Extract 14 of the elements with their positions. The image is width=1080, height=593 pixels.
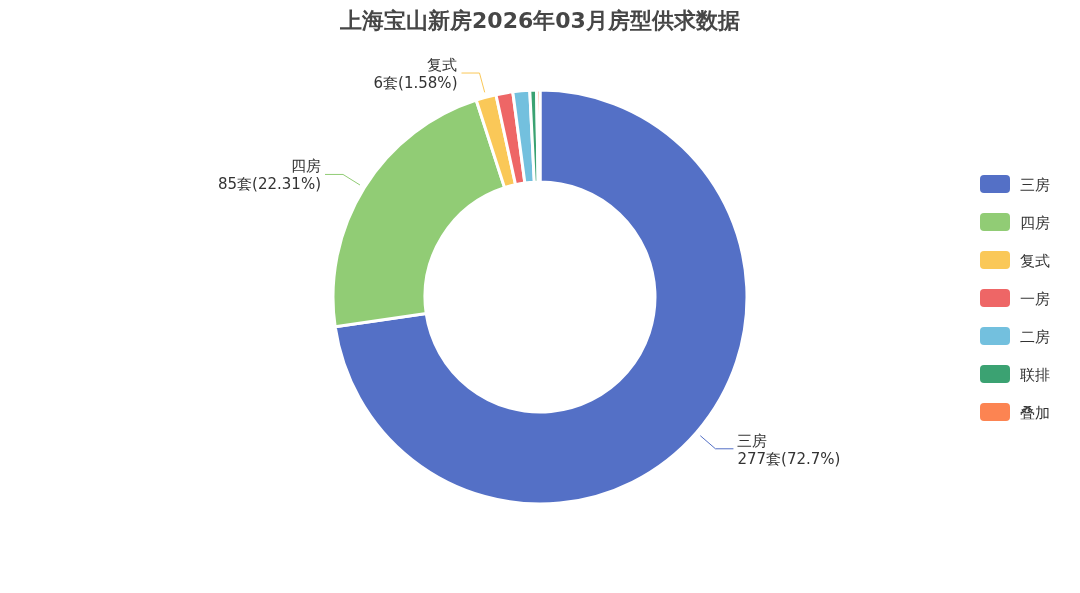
legend-label: 联排 <box>1020 366 1050 384</box>
legend-label: 叠加 <box>1020 404 1050 422</box>
legend-label: 三房 <box>1020 176 1050 194</box>
legend-label: 复式 <box>1020 252 1050 270</box>
data-label: 6套(1.58%) <box>373 74 458 93</box>
legend-label: 四房 <box>1020 214 1050 232</box>
chart-title: 上海宝山新房2026年03月房型供求数据 <box>339 8 740 33</box>
slice-label: 复式 <box>427 56 458 75</box>
data-label: 277套(72.7%) <box>737 449 841 468</box>
legend-label: 二房 <box>1020 328 1050 346</box>
slice-label: 四房 <box>291 157 322 176</box>
data-label: 85套(22.31%) <box>218 175 322 194</box>
slice-label: 三房 <box>737 431 768 450</box>
legend-label: 一房 <box>1020 290 1050 308</box>
